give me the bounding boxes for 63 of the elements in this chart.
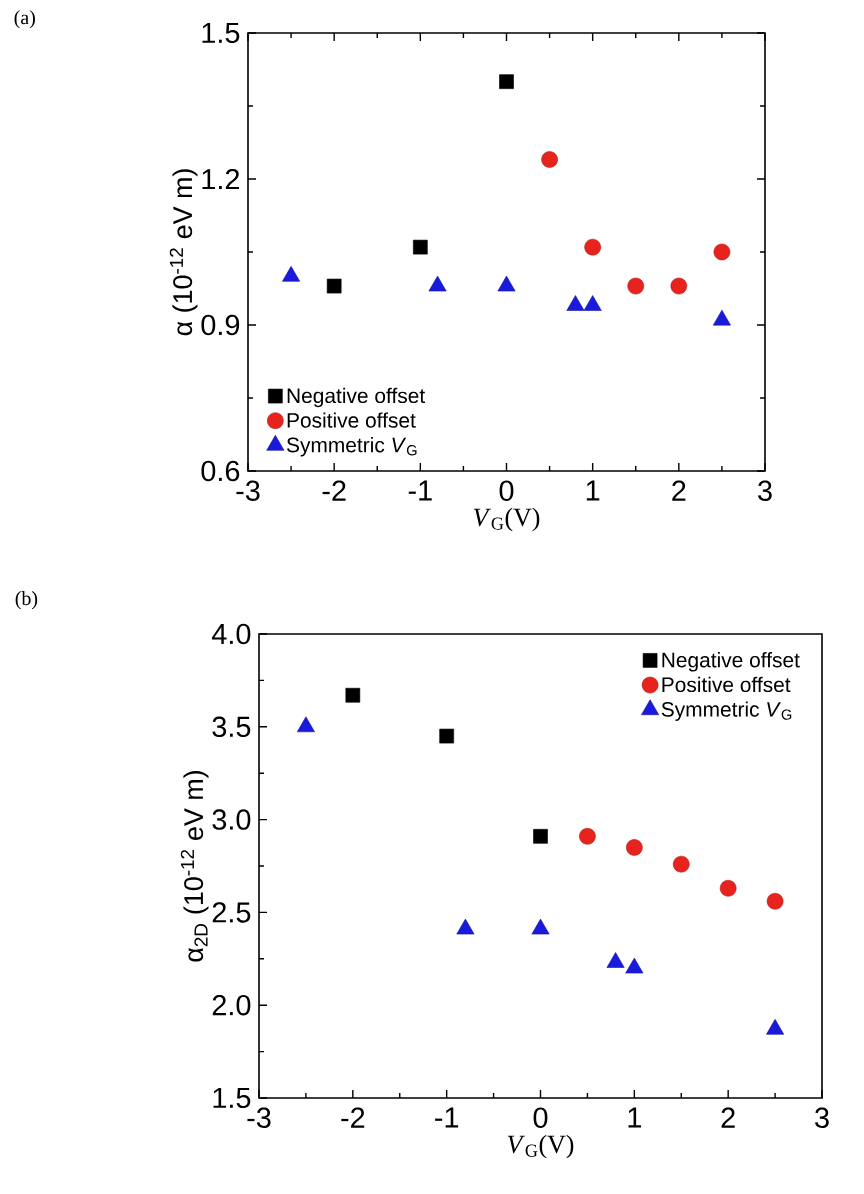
- point: [606, 952, 625, 968]
- x-tick-label: 1: [628, 1107, 641, 1128]
- point: [413, 239, 428, 255]
- x-tick-label: 1: [586, 480, 600, 501]
- y-tick-label: 0.6: [201, 460, 240, 482]
- x-tick-label: 3: [815, 1107, 829, 1128]
- point: [428, 275, 447, 292]
- x-tick-label: -1: [435, 1107, 459, 1128]
- point: [579, 828, 596, 845]
- legend-label: Negative offset: [662, 652, 800, 672]
- x-tick-label: 0: [499, 480, 514, 501]
- x-tick-label: -1: [408, 480, 432, 501]
- legend-label: Symmetric V$_{G}$: [286, 437, 417, 457]
- point: [533, 829, 548, 844]
- y-tick-label: 4.0: [211, 623, 251, 645]
- point: [531, 918, 550, 935]
- point: [456, 918, 475, 935]
- y-tick-label: 1.2: [202, 168, 240, 190]
- point: [584, 238, 601, 256]
- legend-label: Negative offset: [287, 387, 426, 408]
- point: [625, 957, 644, 974]
- y-tick-label: 3.0: [212, 809, 251, 830]
- point: [497, 275, 516, 292]
- point: [627, 277, 645, 295]
- point: [566, 295, 585, 311]
- x-tick-label: -2: [341, 1107, 365, 1128]
- point: [439, 728, 454, 744]
- point: [499, 74, 514, 89]
- point: [626, 839, 643, 856]
- y-tick-label: 2.0: [212, 994, 251, 1016]
- legend-label: Positive offset: [287, 412, 416, 428]
- point: [670, 277, 688, 295]
- x-tick-label: -3: [236, 480, 260, 501]
- point: [713, 243, 731, 261]
- point: [672, 855, 690, 873]
- point: [326, 278, 342, 294]
- point: [766, 1019, 785, 1035]
- legend-label: Positive offset: [662, 676, 791, 693]
- point: [583, 295, 602, 311]
- y-tick-label: 3.5: [212, 716, 251, 738]
- legend-label: Symmetric V$_{G}$: [661, 701, 792, 721]
- x-tick-label: -3: [247, 1107, 271, 1128]
- text: (b): [15, 591, 38, 610]
- point: [712, 309, 731, 326]
- x-tick-label: 3: [758, 480, 772, 501]
- y-tick-label: 1.5: [202, 22, 240, 44]
- x-tick-label: 0: [533, 1107, 548, 1128]
- y-axis-title: α (10$^{-12}$ eV m): [169, 169, 198, 336]
- point: [719, 879, 737, 897]
- x-axis-title: V$_{G}$(V): [507, 1134, 574, 1159]
- y-tick-label: 0.9: [201, 314, 240, 336]
- y-axis-title: α$_{2D}$ (10$^{-12}$ eV m): [180, 770, 209, 962]
- x-tick-label: 2: [672, 480, 686, 501]
- y-tick-label: 2.5: [212, 902, 251, 923]
- point: [282, 266, 301, 282]
- point: [345, 687, 361, 703]
- point: [541, 151, 558, 168]
- x-axis-title: V$_{G}$(V): [473, 507, 540, 532]
- x-tick-label: -2: [322, 480, 346, 501]
- point: [766, 892, 784, 910]
- x-tick-label: 2: [721, 1107, 735, 1128]
- y-tick-label: 1.5: [213, 1087, 251, 1109]
- text: (a): [14, 10, 35, 29]
